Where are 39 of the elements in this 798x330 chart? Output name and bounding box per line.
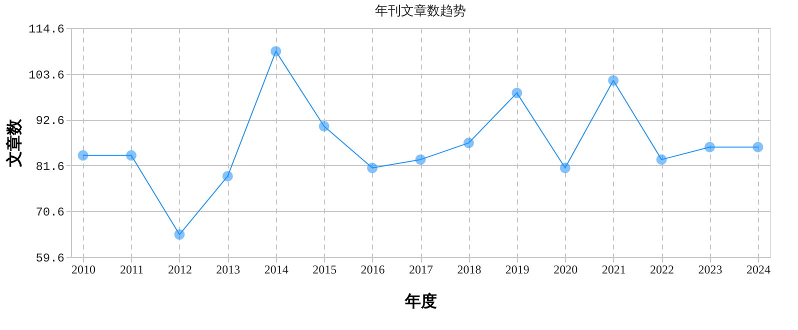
point <box>78 150 88 161</box>
point <box>656 154 667 165</box>
x-tick-label: 2017 <box>409 262 433 276</box>
x-tick-label: 2014 <box>264 262 288 276</box>
x-tick-label: 2016 <box>360 262 385 276</box>
x-tick-label: 2018 <box>457 262 482 276</box>
point <box>270 46 282 57</box>
y-tick-label: 70.6 <box>36 206 64 220</box>
x-tick-label: 2023 <box>698 262 722 276</box>
y-axis-title: 文章数 <box>4 118 24 168</box>
x-tick-label: 2010 <box>72 262 96 276</box>
x-tick-label: 2011 <box>120 262 144 276</box>
point <box>222 170 233 182</box>
y-tick-label: 114.6 <box>28 22 64 36</box>
point <box>512 88 522 98</box>
x-tick-label: 2020 <box>554 262 578 276</box>
x-tick-label: 2015 <box>312 262 337 276</box>
x-tick-label: 2013 <box>216 262 240 276</box>
x-tick-label: 2019 <box>505 262 530 276</box>
point <box>752 142 764 152</box>
y-tick-label: 92.6 <box>36 114 64 128</box>
point <box>608 75 619 86</box>
point <box>367 162 378 174</box>
y-tick-label: 59.6 <box>36 252 64 266</box>
point <box>704 142 715 152</box>
x-axis-title: 年度 <box>404 292 437 310</box>
y-tick-label: 103.6 <box>28 68 64 82</box>
x-tick-label: 2022 <box>650 262 674 276</box>
point <box>560 162 570 174</box>
x-tick-label: 2012 <box>168 262 192 276</box>
y-tick-label: 81.6 <box>36 160 64 174</box>
point <box>415 154 426 165</box>
x-tick-label: 2024 <box>746 262 770 276</box>
point <box>126 150 137 161</box>
point <box>174 229 185 240</box>
x-tick-label: 2021 <box>602 262 626 276</box>
point <box>463 138 474 148</box>
chart-title: 年刊文章数趋势 <box>375 4 466 19</box>
point <box>318 121 330 132</box>
